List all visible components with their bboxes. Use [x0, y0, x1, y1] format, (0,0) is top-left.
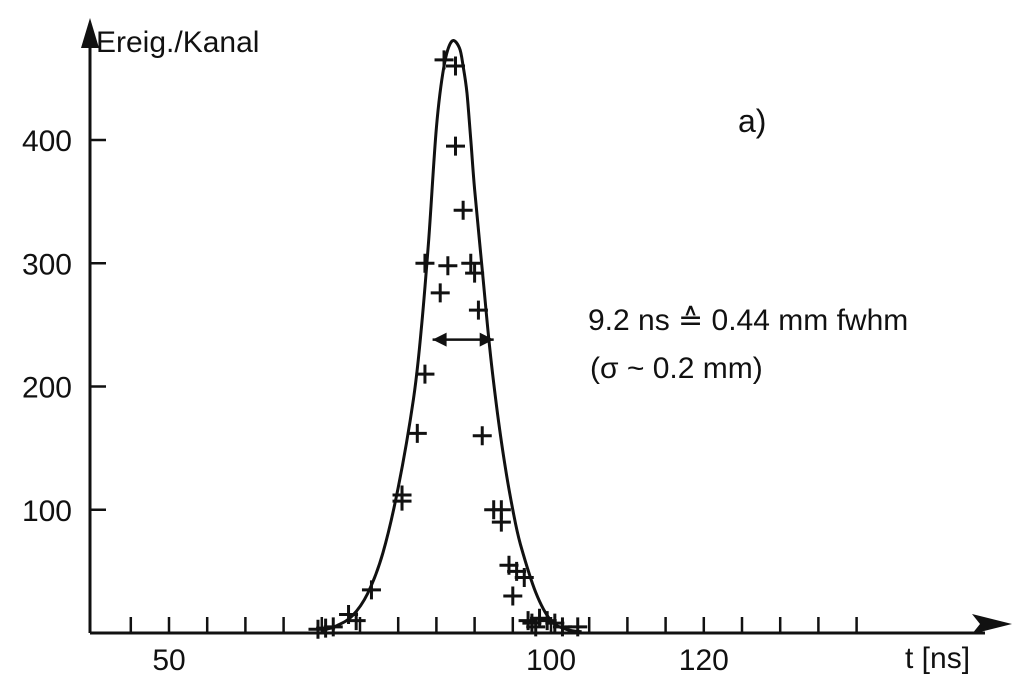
- data-point: [323, 617, 343, 637]
- data-points: [308, 50, 588, 639]
- data-point: [545, 613, 565, 633]
- y-tick-label: 100: [22, 495, 72, 528]
- data-point: [415, 364, 435, 384]
- data-point: [407, 423, 427, 443]
- fwhm-arrowhead-left: [432, 332, 447, 347]
- data-point: [530, 608, 550, 628]
- x-axis-title: t [ns]: [905, 642, 970, 675]
- x-tick-label: 50: [152, 644, 185, 675]
- x-tick-label: 120: [679, 644, 729, 675]
- fwhm-arrowhead-right: [479, 332, 494, 347]
- data-point: [491, 512, 511, 532]
- fwhm-annotation-line1: 9.2 ns ≙ 0.44 mm fwhm: [588, 304, 908, 337]
- y-tick-label: 300: [22, 248, 72, 281]
- data-point: [434, 50, 454, 70]
- data-point: [468, 300, 488, 320]
- x-ticks: 50 100 120: [129, 617, 858, 675]
- fwhm-width-marker: [432, 332, 494, 347]
- data-point: [461, 253, 481, 273]
- data-point: [438, 256, 458, 276]
- axis-titles: Ereig./Kanal t [ns]: [96, 26, 970, 675]
- x-tick-label: 100: [526, 644, 576, 675]
- data-point: [430, 283, 450, 303]
- y-axis-title: Ereig./Kanal: [96, 26, 259, 59]
- y-tick-label: 400: [22, 125, 72, 158]
- fit-curve: [321, 38, 582, 634]
- x-axis-arrowhead: [972, 614, 1012, 634]
- data-point: [537, 611, 557, 631]
- data-point: [552, 617, 572, 637]
- data-point: [568, 617, 588, 637]
- data-point: [446, 56, 465, 76]
- data-point: [526, 617, 546, 637]
- y-ticks: 100 200 300 400: [22, 125, 106, 528]
- fwhm-annotation-line2: (σ ~ 0.2 mm): [590, 352, 763, 385]
- data-point: [503, 586, 523, 606]
- data-point: [446, 136, 465, 156]
- fwhm-annotation: 9.2 ns ≙ 0.44 mm fwhm (σ ~ 0.2 mm): [588, 304, 908, 385]
- data-point: [346, 611, 366, 631]
- data-point: [392, 491, 412, 511]
- y-tick-label: 200: [22, 372, 72, 405]
- data-point: [361, 580, 381, 600]
- data-point: [514, 568, 534, 588]
- panel-label: a): [738, 103, 766, 139]
- data-point: [453, 200, 473, 220]
- data-point: [415, 253, 435, 273]
- y-axis-arrowhead: [81, 18, 99, 48]
- data-point: [465, 263, 485, 283]
- data-point: [472, 426, 492, 446]
